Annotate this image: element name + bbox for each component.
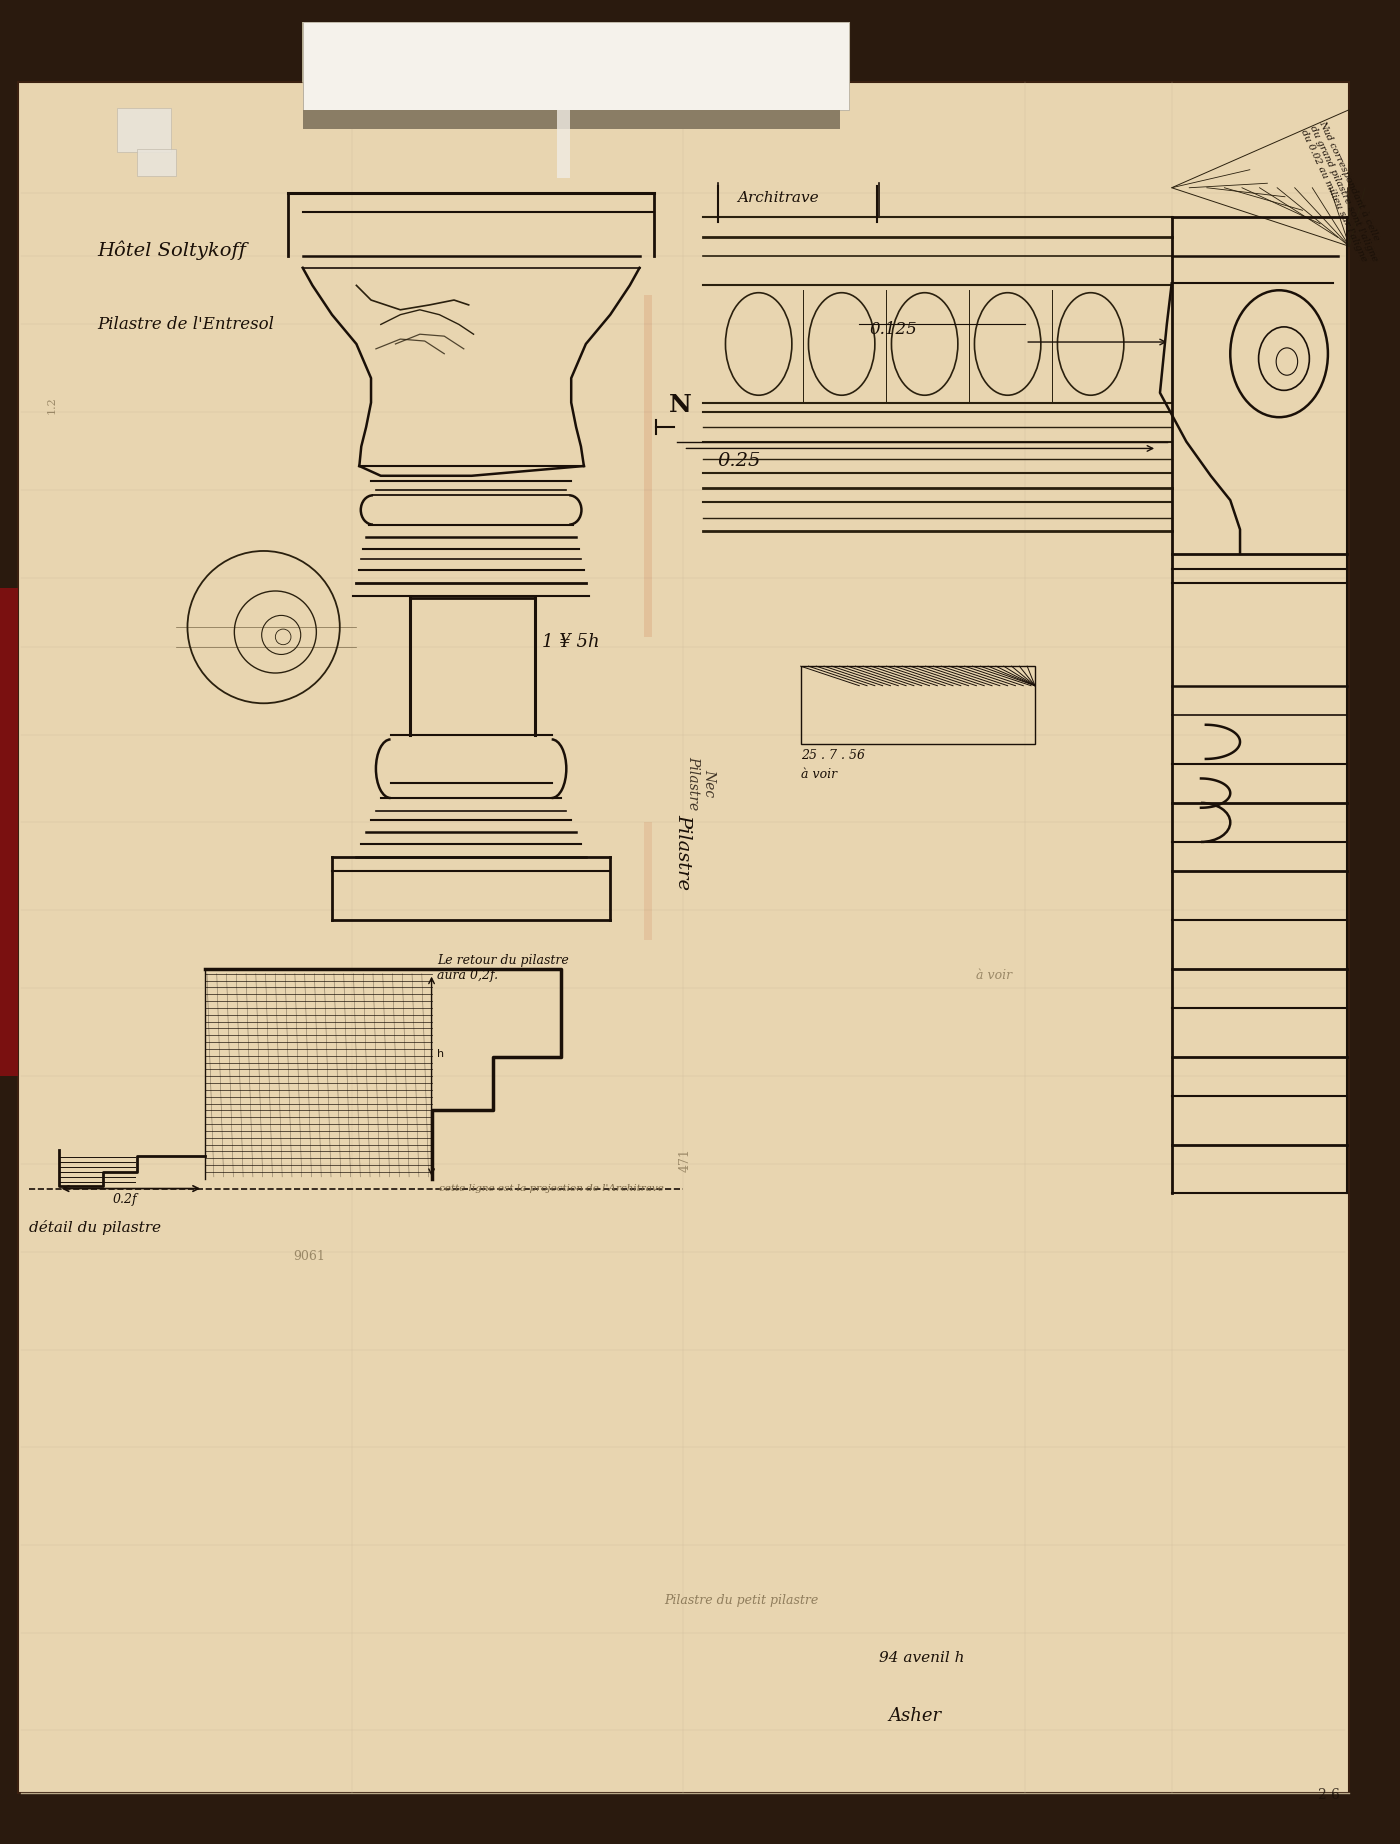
Text: Nud correspondant à celle
du grand pilastre sont l'aligne
du 0.02 au milieu sur : Nud correspondant à celle du grand pilas… [1299, 120, 1389, 267]
Text: 94 avenil h: 94 avenil h [879, 1650, 965, 1665]
Text: 0.25: 0.25 [718, 452, 762, 470]
Text: à voir: à voir [801, 769, 837, 782]
Text: N: N [669, 393, 692, 417]
Bar [557, 109, 570, 179]
Text: Architrave: Architrave [738, 192, 819, 205]
Text: à voir: à voir [976, 968, 1012, 981]
Bar [302, 109, 840, 129]
Text: h: h [437, 1049, 445, 1058]
Text: Nec
Pilastre: Nec Pilastre [686, 756, 717, 811]
Polygon shape [302, 22, 850, 100]
Bar [302, 83, 850, 109]
Bar [801, 666, 1035, 745]
Text: Asher: Asher [889, 1708, 942, 1724]
Text: 0.2f: 0.2f [112, 1193, 137, 1206]
Bar [644, 295, 652, 636]
Text: 1.2: 1.2 [46, 396, 57, 415]
Bar [118, 107, 171, 151]
Text: Le retour du pilastre
aura 0,2f.: Le retour du pilastre aura 0,2f. [437, 953, 570, 981]
Bar [0, 588, 18, 1077]
Text: Pilastre du petit pilastre: Pilastre du petit pilastre [664, 1593, 818, 1606]
Text: cette ligne est la projection de l'Architrave: cette ligne est la projection de l'Archi… [440, 1184, 664, 1193]
Text: détail du pilastre: détail du pilastre [29, 1221, 161, 1235]
Polygon shape [302, 22, 850, 109]
Text: 25 . 7 . 56: 25 . 7 . 56 [801, 749, 865, 762]
Text: 1 ¥ 5h: 1 ¥ 5h [542, 632, 599, 651]
Text: Pilastre: Pilastre [675, 813, 693, 889]
Text: Hôtel Soltykoff: Hôtel Soltykoff [98, 240, 246, 260]
Text: 471: 471 [679, 1149, 692, 1173]
Text: Pilastre de l'Entresol: Pilastre de l'Entresol [98, 317, 274, 334]
Text: 9061: 9061 [293, 1250, 325, 1263]
Text: 2 6: 2 6 [1319, 1789, 1340, 1802]
Bar [137, 149, 176, 175]
Text: 0.125: 0.125 [869, 321, 917, 337]
Bar [644, 822, 652, 940]
